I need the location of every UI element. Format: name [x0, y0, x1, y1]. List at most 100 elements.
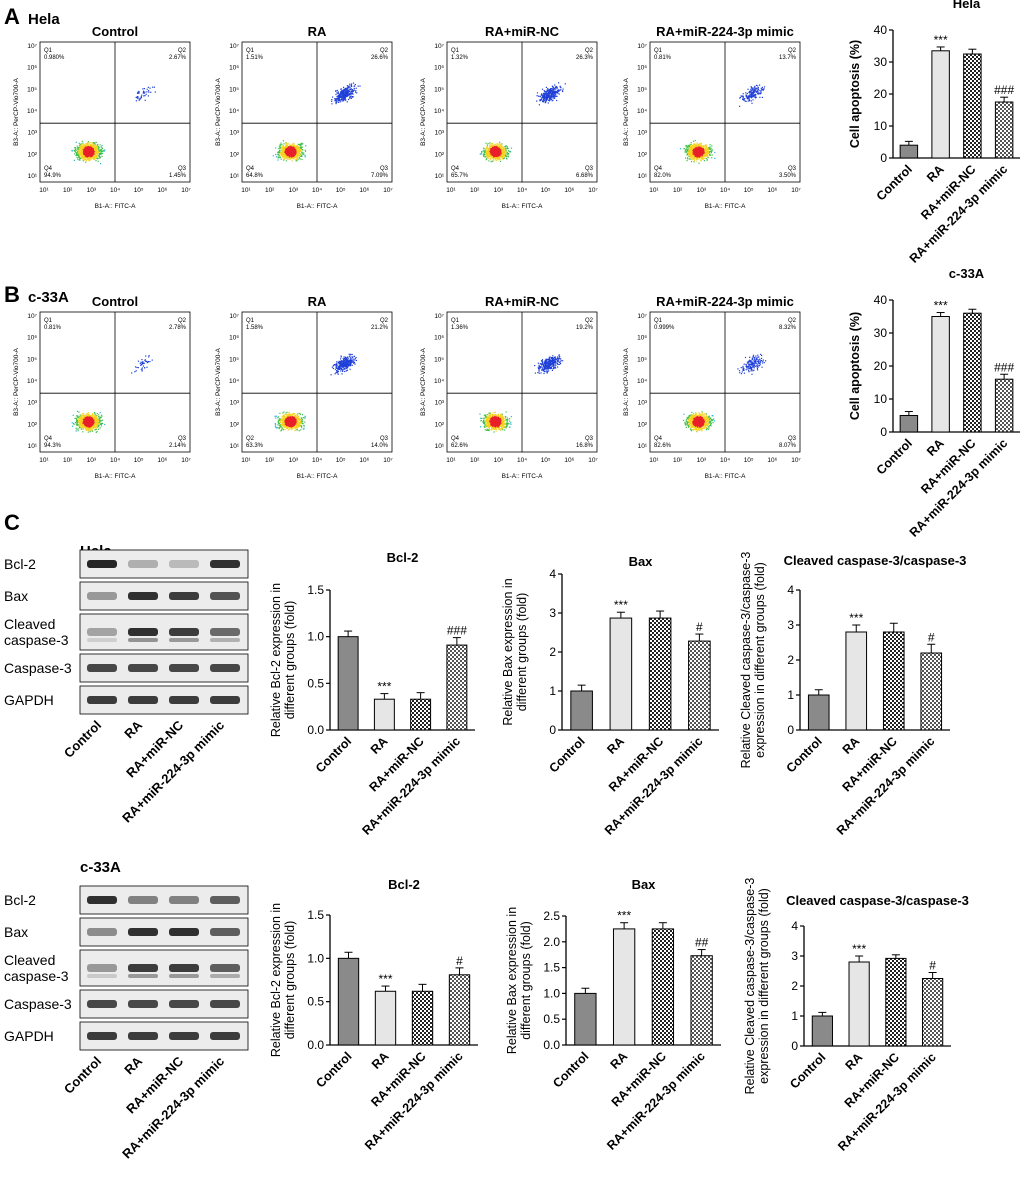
flow-event — [291, 148, 292, 149]
flow-x-tick: 10⁵ — [744, 187, 754, 194]
flow-event — [483, 148, 484, 149]
flow-event — [753, 88, 754, 89]
flow-event — [494, 147, 495, 148]
flow-event — [142, 88, 143, 89]
flow-event — [355, 84, 356, 85]
flow-event — [496, 157, 497, 158]
flow-event — [495, 159, 496, 160]
flow-y-tick: 10¹ — [28, 173, 38, 180]
flow-event — [302, 143, 303, 144]
flow-event — [344, 92, 345, 93]
flow-event — [552, 92, 553, 93]
flow-event — [148, 87, 149, 88]
flow-event — [287, 150, 288, 151]
flow-event — [347, 101, 348, 102]
flow-event — [90, 146, 91, 147]
flow-event — [759, 85, 760, 86]
flow-event — [741, 96, 742, 97]
flow-event — [100, 144, 101, 145]
flow-event — [503, 148, 504, 149]
flow-event — [702, 145, 703, 146]
flow-event — [696, 155, 697, 156]
flow-x-axis-label: B1-A:: FITC-A — [297, 203, 338, 210]
flow-event — [89, 159, 90, 160]
flow-event — [100, 151, 101, 152]
flow-event — [488, 152, 489, 153]
flow-event — [338, 100, 339, 101]
flow-x-tick: 10⁵ — [134, 187, 144, 194]
flow-event — [714, 152, 715, 153]
flow-event — [488, 160, 489, 161]
flow-event — [764, 86, 765, 87]
flow-event — [687, 157, 688, 158]
quadrant-percent: 26.3% — [576, 55, 594, 61]
flow-event — [492, 150, 493, 151]
flow-event — [551, 99, 552, 100]
flow-event — [277, 159, 278, 160]
flow-event — [547, 98, 548, 99]
flow-event — [281, 159, 282, 160]
flow-event — [101, 415, 102, 416]
flow-event — [93, 152, 94, 153]
flow-event — [86, 150, 87, 151]
flow-event — [343, 100, 344, 101]
flow-event — [692, 145, 693, 146]
flow-event — [339, 96, 340, 97]
flow-event — [339, 98, 340, 99]
flow-event — [345, 88, 346, 89]
flow-event — [297, 150, 298, 151]
flow-event — [750, 94, 751, 95]
flow-event — [283, 140, 284, 141]
flow-event — [284, 148, 285, 149]
flow-event — [94, 412, 95, 413]
flow-event — [336, 98, 337, 99]
flow-event — [354, 85, 355, 86]
flow-event — [100, 150, 101, 151]
quadrant-label: Q1 — [451, 48, 460, 54]
quadrant-percent: 3.50% — [779, 173, 797, 179]
quadrant-label: Q1 — [246, 48, 255, 54]
flow-event — [689, 147, 690, 148]
flow-event — [340, 92, 341, 93]
flow-event — [696, 161, 697, 162]
flow-event — [686, 145, 687, 146]
flow-event — [698, 159, 699, 160]
flow-event — [282, 146, 283, 147]
flow-event — [286, 148, 287, 149]
flow-event — [97, 155, 98, 156]
flow-event — [492, 147, 493, 148]
flow-x-tick: 10⁶ — [767, 187, 777, 194]
flow-event — [100, 163, 101, 164]
flow-event — [705, 145, 706, 146]
flow-event — [284, 158, 285, 159]
flow-event — [491, 161, 492, 162]
flow-event — [756, 85, 757, 86]
flow-event — [280, 152, 281, 153]
flow-event — [480, 153, 481, 154]
flow-event — [80, 158, 81, 159]
flow-event — [79, 143, 80, 144]
flow-event — [548, 93, 549, 94]
flow-event — [283, 151, 284, 152]
flow-event — [90, 159, 91, 160]
flow-event — [356, 92, 357, 93]
flow-event — [699, 150, 700, 151]
flow-event — [540, 96, 541, 97]
flow-event — [704, 151, 705, 152]
flow-event — [492, 152, 493, 153]
flow-event — [302, 152, 303, 153]
flow-event — [687, 146, 688, 147]
flow-event — [92, 154, 93, 155]
flow-event — [556, 100, 557, 101]
flow-event — [79, 154, 80, 155]
flow-event — [501, 153, 502, 154]
flow-event — [548, 102, 549, 103]
flow-y-axis-label: B3-A:: PerCP-Vio700-A — [623, 77, 630, 145]
flow-event — [711, 157, 712, 158]
flow-event — [290, 145, 291, 146]
flow-plot-title: Control — [92, 294, 138, 309]
flow-event — [542, 101, 543, 102]
flow-event — [78, 150, 79, 151]
flow-x-tick: 10⁴ — [720, 187, 730, 194]
flow-event — [90, 144, 91, 145]
